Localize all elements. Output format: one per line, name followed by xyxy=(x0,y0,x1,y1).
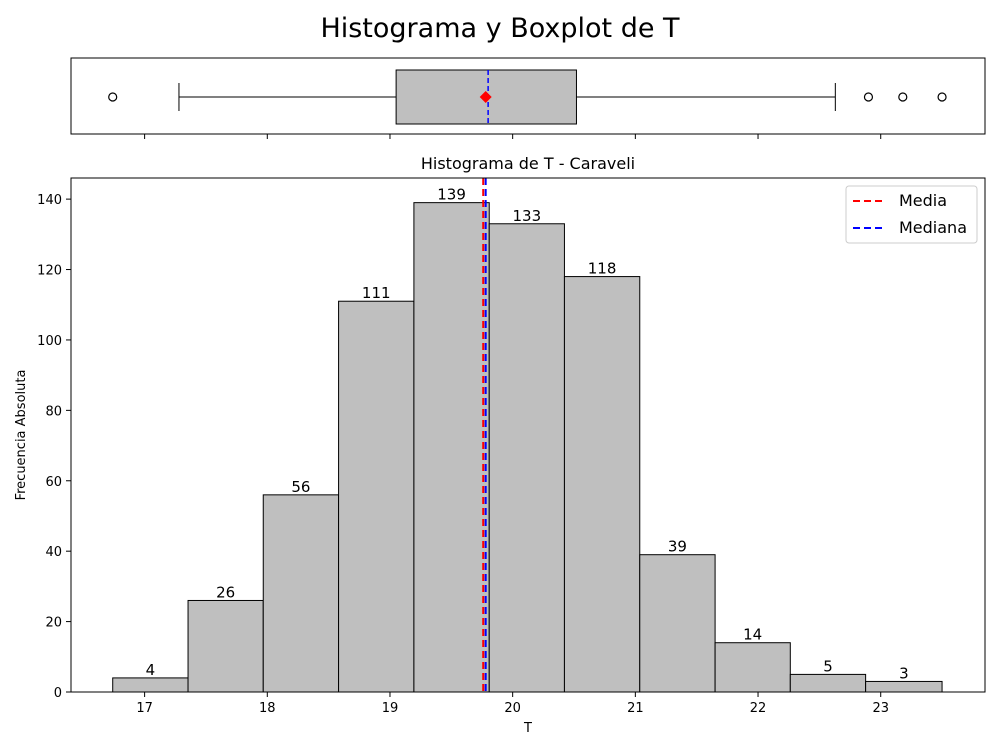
legend-label-mediana: Mediana xyxy=(899,218,967,237)
histogram-frame xyxy=(70,177,986,693)
histogram-bar-labels: 4 26 56 111 139 133 118 39 14 5 3 xyxy=(146,186,909,683)
legend-label-media: Media xyxy=(899,191,947,210)
histogram-bar xyxy=(338,300,415,693)
x-tick-label: 23 xyxy=(872,701,889,716)
histogram-bar xyxy=(563,276,641,693)
figure-title: Histograma y Boxplot de T xyxy=(320,13,680,44)
histogram-bar xyxy=(413,202,490,693)
y-tick-label: 80 xyxy=(45,404,62,419)
histogram-panel: Histograma de T - Caraveli 4 26 56 111 139 13… xyxy=(14,154,986,736)
x-tick-label: 21 xyxy=(627,701,644,716)
bar-value-label: 5 xyxy=(823,657,833,675)
bar-value-label: 111 xyxy=(362,284,391,302)
bar-value-label: 139 xyxy=(437,186,466,204)
bar-value-label: 4 xyxy=(146,661,156,679)
x-tick-label: 17 xyxy=(136,701,153,716)
bar-value-label: 3 xyxy=(899,664,909,682)
histogram-bar xyxy=(639,554,716,693)
bar-value-label: 26 xyxy=(216,583,235,601)
x-axis-label: T xyxy=(523,721,532,736)
y-tick-label: 140 xyxy=(37,193,62,208)
histogram-bar xyxy=(789,673,867,693)
y-tick-label: 60 xyxy=(45,475,62,490)
box-outlier xyxy=(863,92,874,102)
y-axis-label: Frecuencia Absoluta xyxy=(14,370,29,501)
y-tick-label: 120 xyxy=(37,264,62,279)
histogram-bars xyxy=(112,202,943,693)
y-tick-label: 20 xyxy=(45,616,62,631)
bar-value-label: 39 xyxy=(668,538,687,556)
histogram-reference-lines xyxy=(482,178,487,692)
bar-value-label: 118 xyxy=(588,260,617,278)
box-outlier xyxy=(108,92,118,102)
histogram-title: Histograma de T - Caraveli xyxy=(421,154,635,173)
boxplot-x-ticks xyxy=(144,134,882,139)
y-tick-label: 100 xyxy=(37,334,62,349)
histogram-y-ticks: 0 20 40 60 80 100 120 140 xyxy=(37,193,71,701)
x-tick-label: 20 xyxy=(504,701,521,716)
boxplot-panel xyxy=(70,57,986,139)
histogram-bar xyxy=(187,599,264,693)
x-tick-label: 19 xyxy=(382,701,399,716)
histogram-bar xyxy=(262,494,340,693)
bar-value-label: 14 xyxy=(743,626,762,644)
box-outlier xyxy=(937,92,947,102)
box-mean-marker xyxy=(479,91,492,103)
y-tick-label: 40 xyxy=(45,545,62,560)
bar-value-label: 56 xyxy=(291,478,310,496)
bar-value-label: 133 xyxy=(513,207,542,225)
x-tick-label: 22 xyxy=(750,701,767,716)
legend: Media Mediana xyxy=(845,185,978,244)
x-tick-label: 18 xyxy=(259,701,276,716)
histogram-bar xyxy=(714,642,791,693)
histogram-bar xyxy=(112,677,189,693)
histogram-bar xyxy=(488,223,565,693)
histogram-x-ticks: 17 18 19 20 21 22 23 xyxy=(136,692,889,716)
y-tick-label: 0 xyxy=(54,686,62,701)
box-outlier xyxy=(898,92,908,102)
boxplot-elements xyxy=(108,69,947,125)
histogram-bar xyxy=(865,680,943,693)
